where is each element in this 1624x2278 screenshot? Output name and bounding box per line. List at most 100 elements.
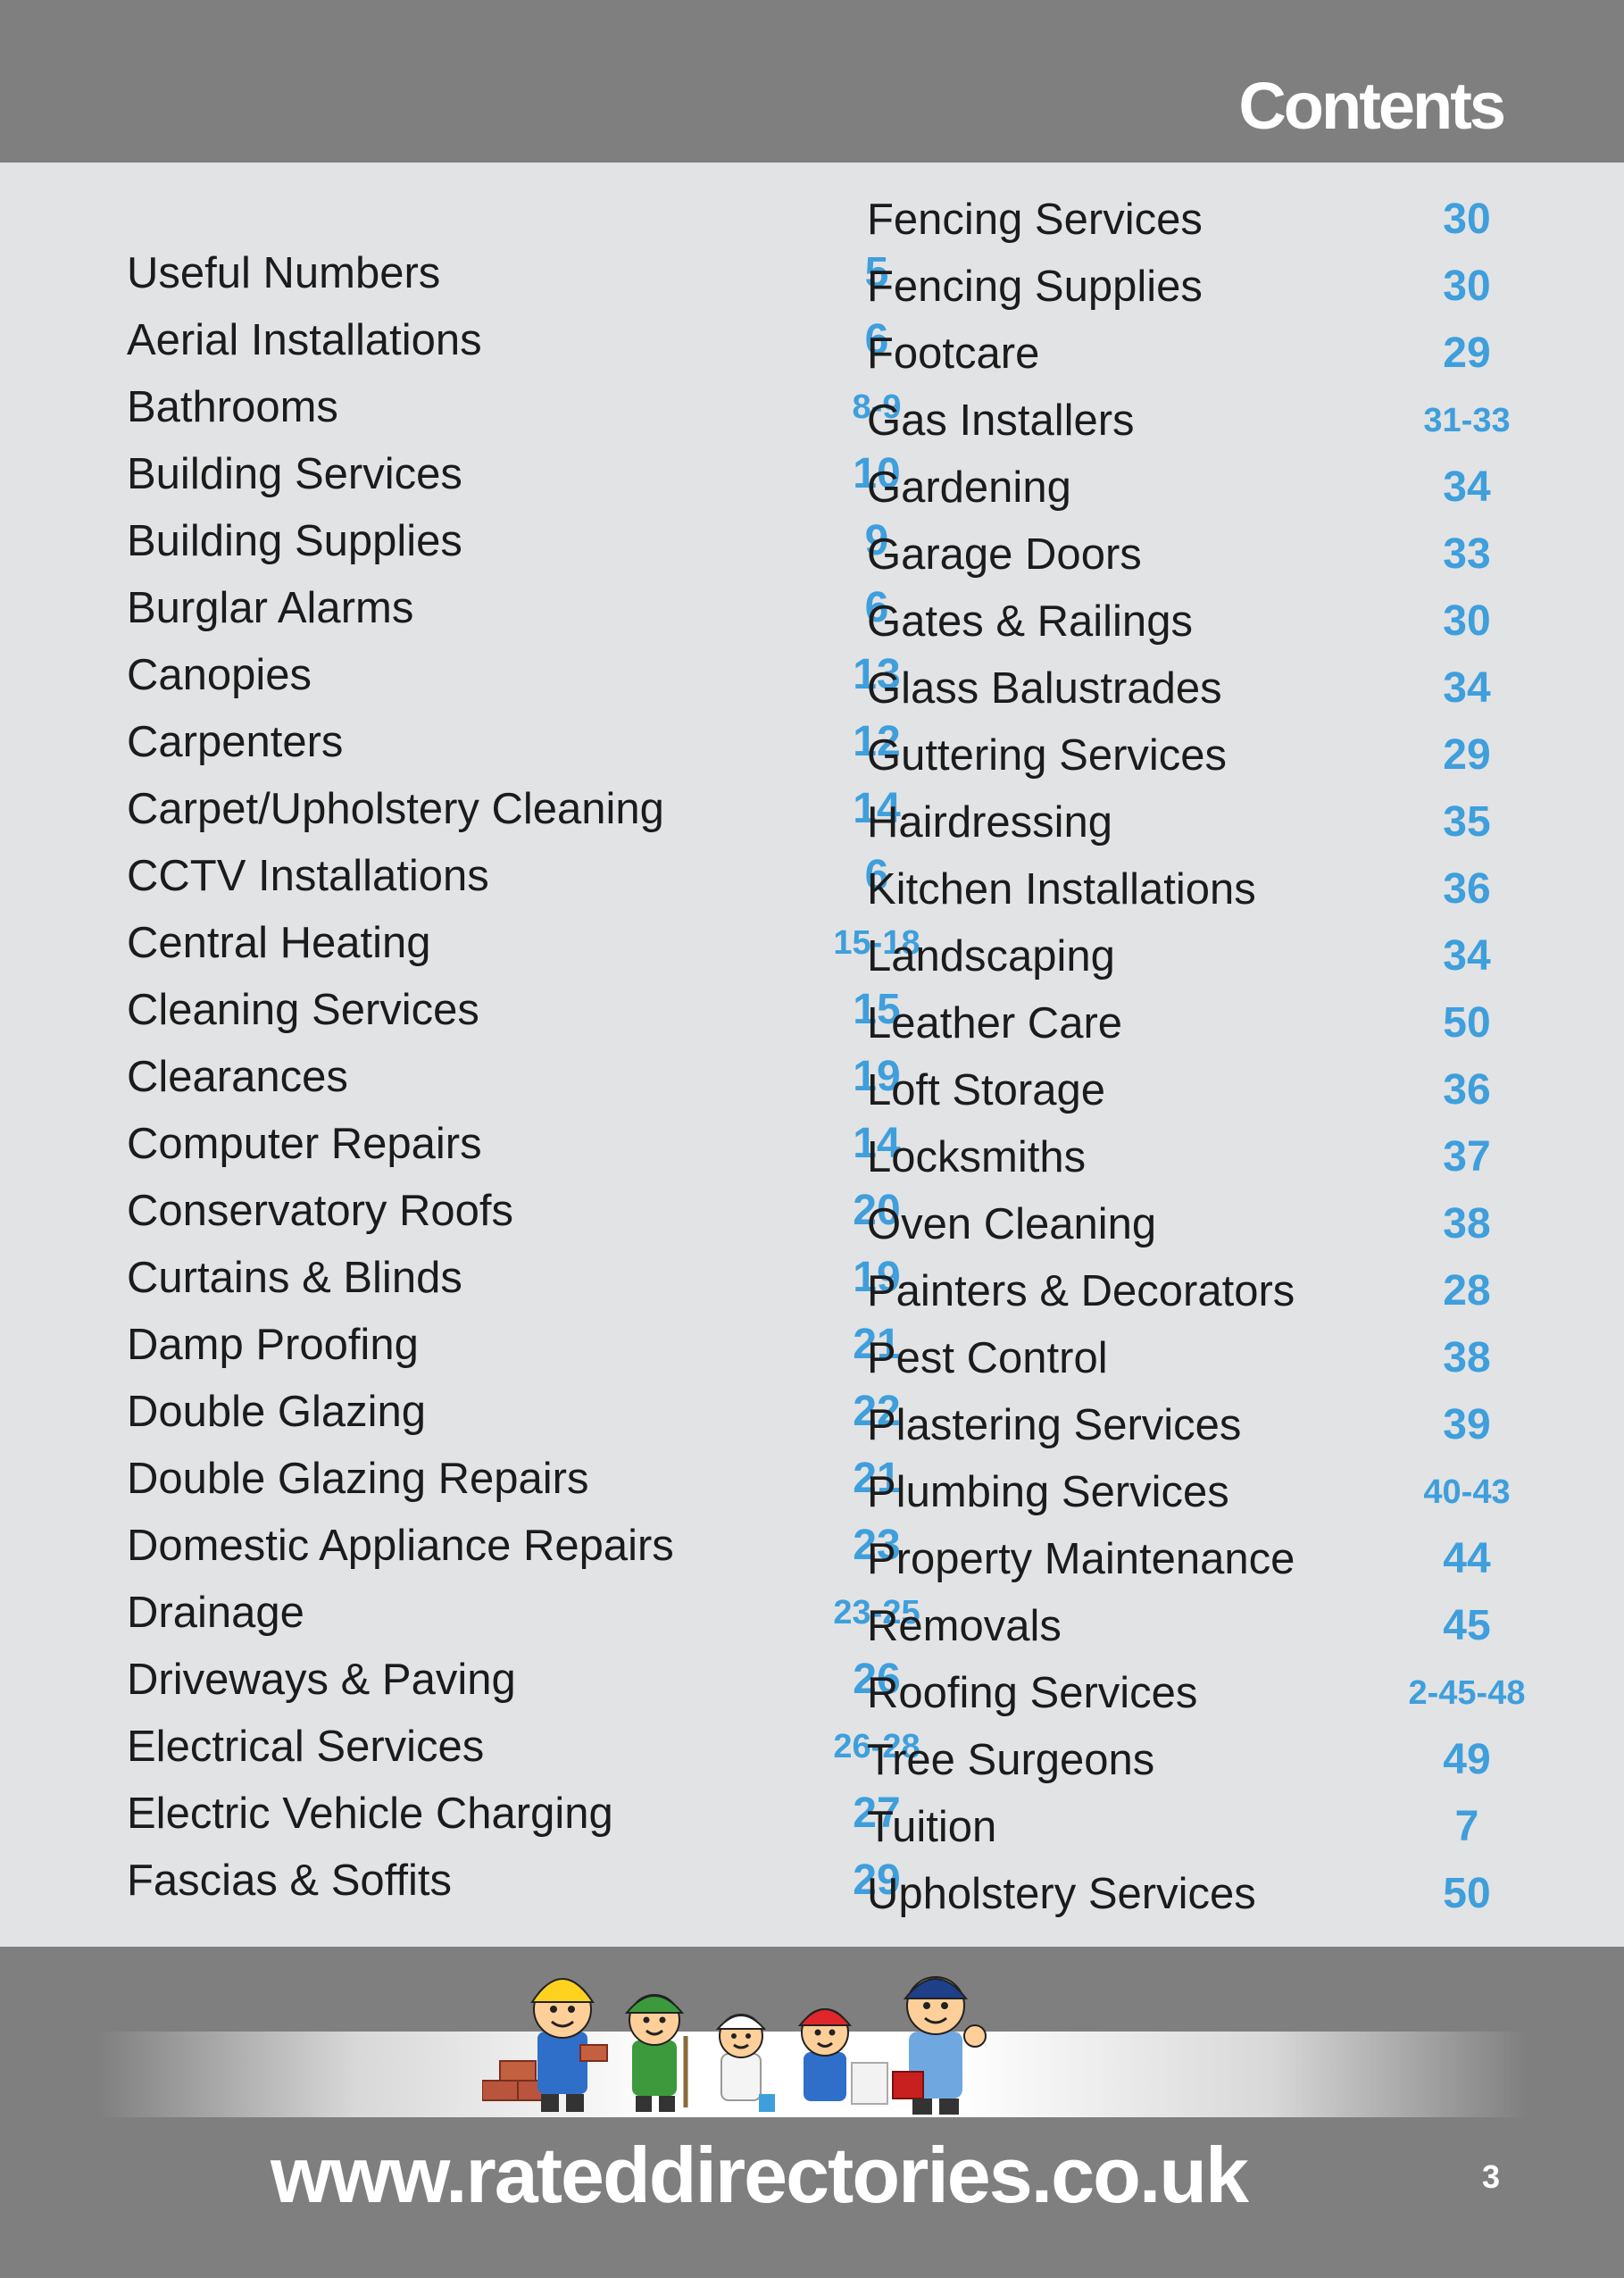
entry-page-number: 26 [853,1656,901,1703]
page-number: 3 [1481,2158,1501,2195]
entry-page-number: 26-28 [833,1728,920,1765]
entry-page-number: 15-18 [833,924,920,962]
entry-page-number: 20 [853,1187,901,1234]
entry-label: Hairdressing [867,798,1113,847]
contents-entry: Plastering Services 39 [867,1395,1545,1462]
contents-entry: Gas Installers 31-33 [867,390,1545,457]
entry-page-number: 5 [864,249,889,296]
entry-label: Damp Proofing [127,1321,419,1369]
entry-page-number: 14 [853,785,901,832]
contents-entry: Damp Proofing 21 [127,1314,901,1381]
entry-page-number: 12 [853,718,901,765]
entry-label: Fencing Supplies [867,263,1203,311]
entry-label: Property Maintenance [867,1535,1295,1583]
entry-page-number: 22 [853,1388,901,1435]
entry-page-number: 10 [853,450,901,497]
plumber-mascot-icon [797,2008,888,2105]
entry-label: Aerial Installations [127,316,482,364]
entry-label: Gas Installers [867,396,1135,445]
handyman-mascot-icon [892,1976,987,2115]
contents-entry: Conservatory Roofs 20 [127,1181,901,1247]
entry-label: Double Glazing [127,1388,427,1436]
entry-label: Plastering Services [867,1401,1242,1449]
footer-bar: www.rateddirectories.co.uk 3 [0,1947,1624,2278]
contents-entry: Kitchen Installations 36 [867,859,1545,926]
entry-page-number: 9 [864,517,889,564]
entry-page-number: 23-25 [833,1594,920,1631]
entry-label: Building Supplies [127,517,462,565]
contents-entry: Aerial Installations 6 [127,310,888,377]
entry-page-number: 38 [1443,1334,1491,1381]
contents-entry: Curtains & Blinds 19 [127,1247,901,1314]
entry-page-number: 30 [1443,196,1491,243]
entry-label: Computer Repairs [127,1120,482,1168]
contents-entry: Domestic Appliance Repairs 23 [127,1515,901,1582]
entry-page-number: 28 [1443,1267,1491,1314]
contents-entry: Driveways & Paving 26 [127,1649,901,1716]
contents-entry: Tree Surgeons 49 [867,1730,1545,1797]
entry-page-number: 21 [853,1455,901,1502]
contents-entry: Glass Balustrades 34 [867,658,1545,725]
entry-page-number: 30 [1443,263,1491,310]
entry-page-number: 50 [1443,999,1491,1047]
contents-entry: Leather Care 50 [867,993,1545,1060]
entry-page-number: 34 [1443,664,1491,712]
entry-page-number: 39 [1443,1401,1491,1448]
contents-entry: Loft Storage 36 [867,1060,1545,1127]
contents-entry: Electrical Services 26-28 [127,1716,920,1783]
contents-column-right: Fencing Services 30 Fencing Supplies 30 Foot… [867,189,1545,1931]
contents-entry: Electric Vehicle Charging 27 [127,1783,901,1850]
contents-entry: Fascias & Soffits 29 [127,1850,901,1917]
entry-label: Footcare [867,330,1040,378]
entry-label: Conservatory Roofs [127,1187,514,1235]
gardener-mascot-icon [624,1994,688,2112]
entry-label: Fencing Services [867,196,1203,244]
entry-label: Upholstery Services [867,1870,1256,1918]
entry-label: Tuition [867,1803,997,1851]
page-title: Contents [1238,69,1506,143]
entry-page-number: 29 [1443,330,1491,377]
entry-label: Burglar Alarms [127,584,414,632]
entry-label: Tree Surgeons [867,1736,1155,1784]
entry-page-number: 21 [853,1321,901,1368]
contents-entry: Clearances 19 [127,1047,901,1114]
entry-label: Electrical Services [127,1723,485,1771]
contents-entry: Landscaping 34 [867,926,1545,993]
entry-page-number: 35 [1443,798,1491,846]
builder-mascot-icon [530,1978,608,2112]
entry-page-number: 6 [864,584,889,631]
contents-entry: Building Services 10 [127,444,901,511]
mascots-illustration [482,1976,987,2115]
entry-label: Removals [867,1602,1062,1650]
entry-label: Roofing Services [867,1669,1198,1717]
website-url[interactable]: www.rateddirectories.co.uk [271,2131,1249,2219]
contents-entry: Removals 45 [867,1596,1545,1663]
entry-label: Pest Control [867,1334,1108,1382]
entry-page-number: 13 [853,651,901,698]
contents-entry: Drainage 23-25 [127,1582,920,1649]
entry-page-number: 14 [853,1120,901,1167]
entry-label: Loft Storage [867,1066,1105,1114]
entry-label: Painters & Decorators [867,1267,1295,1315]
entry-label: Leather Care [867,999,1123,1047]
contents-entry: Canopies 13 [127,645,901,712]
contents-entry: Oven Cleaning 38 [867,1194,1545,1261]
contents-entry: Guttering Services 29 [867,725,1545,792]
entry-label: Bathrooms [127,383,338,431]
contents-column-left: Useful Numbers 5 Aerial Installations 6 Bath… [127,243,920,1917]
entry-page-number: 27 [853,1790,901,1837]
entry-label: Domestic Appliance Repairs [127,1522,674,1570]
entry-label: Locksmiths [867,1133,1087,1181]
header-bar: Contents [0,0,1624,163]
entry-page-number: 29 [1443,731,1491,779]
entry-label: Glass Balustrades [867,664,1222,713]
entry-label: Cleaning Services [127,986,479,1034]
entry-label: Gardening [867,463,1071,512]
entry-label: CCTV Installations [127,852,489,900]
entry-label: Drainage [127,1589,304,1637]
contents-entry: Gates & Railings 30 [867,591,1545,658]
entry-label: Kitchen Installations [867,865,1256,914]
entry-page-number: 49 [1443,1736,1491,1783]
entry-label: Carpenters [127,718,344,766]
contents-entry: Locksmiths 37 [867,1127,1545,1194]
